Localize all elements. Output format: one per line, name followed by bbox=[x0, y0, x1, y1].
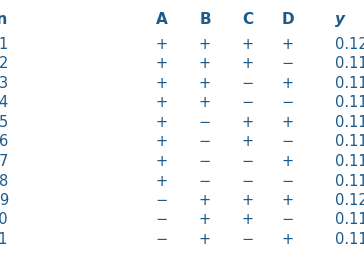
Text: +: + bbox=[199, 213, 211, 227]
Text: C: C bbox=[242, 12, 254, 27]
Text: 6: 6 bbox=[0, 134, 8, 150]
Text: −: − bbox=[282, 57, 294, 71]
Text: −: − bbox=[282, 95, 294, 111]
Text: +: + bbox=[199, 193, 211, 208]
Text: +: + bbox=[282, 232, 294, 247]
Text: −: − bbox=[199, 174, 211, 188]
Text: 1: 1 bbox=[0, 37, 8, 52]
Text: +: + bbox=[156, 174, 168, 188]
Text: −: − bbox=[156, 232, 168, 247]
Text: B: B bbox=[199, 12, 211, 27]
Text: +: + bbox=[282, 154, 294, 169]
Text: 7: 7 bbox=[0, 154, 8, 169]
Text: +: + bbox=[156, 37, 168, 52]
Text: +: + bbox=[156, 154, 168, 169]
Text: 0.1186: 0.1186 bbox=[335, 174, 364, 188]
Text: 11: 11 bbox=[0, 232, 8, 247]
Text: 0.1191: 0.1191 bbox=[335, 154, 364, 169]
Text: +: + bbox=[199, 76, 211, 91]
Text: −: − bbox=[199, 134, 211, 150]
Text: +: + bbox=[156, 115, 168, 130]
Text: −: − bbox=[199, 154, 211, 169]
Text: +: + bbox=[282, 115, 294, 130]
Text: 3: 3 bbox=[0, 76, 8, 91]
Text: 9: 9 bbox=[0, 193, 8, 208]
Text: +: + bbox=[242, 37, 254, 52]
Text: +: + bbox=[156, 76, 168, 91]
Text: 0.1193: 0.1193 bbox=[335, 57, 364, 71]
Text: −: − bbox=[282, 174, 294, 188]
Text: 0.1195: 0.1195 bbox=[335, 213, 364, 227]
Text: 0.12: 0.12 bbox=[335, 37, 364, 52]
Text: 0.1196: 0.1196 bbox=[335, 232, 364, 247]
Text: −: − bbox=[242, 76, 254, 91]
Text: −: − bbox=[242, 232, 254, 247]
Text: −: − bbox=[282, 134, 294, 150]
Text: +: + bbox=[282, 193, 294, 208]
Text: −: − bbox=[242, 154, 254, 169]
Text: +: + bbox=[156, 57, 168, 71]
Text: +: + bbox=[156, 95, 168, 111]
Text: +: + bbox=[282, 76, 294, 91]
Text: +: + bbox=[242, 57, 254, 71]
Text: +: + bbox=[242, 134, 254, 150]
Text: 0.121: 0.121 bbox=[335, 193, 364, 208]
Text: −: − bbox=[199, 115, 211, 130]
Text: 0.1196: 0.1196 bbox=[335, 76, 364, 91]
Text: 2: 2 bbox=[0, 57, 8, 71]
Text: −: − bbox=[156, 193, 168, 208]
Text: −: − bbox=[242, 174, 254, 188]
Text: +: + bbox=[156, 134, 168, 150]
Text: +: + bbox=[199, 57, 211, 71]
Text: +: + bbox=[199, 95, 211, 111]
Text: −: − bbox=[282, 213, 294, 227]
Text: +: + bbox=[242, 193, 254, 208]
Text: y: y bbox=[335, 12, 345, 27]
Text: 4: 4 bbox=[0, 95, 8, 111]
Text: 8: 8 bbox=[0, 174, 8, 188]
Text: +: + bbox=[282, 37, 294, 52]
Text: 10: 10 bbox=[0, 213, 8, 227]
Text: +: + bbox=[199, 232, 211, 247]
Text: +: + bbox=[199, 37, 211, 52]
Text: D: D bbox=[282, 12, 294, 27]
Text: 0.1192: 0.1192 bbox=[335, 95, 364, 111]
Text: 5: 5 bbox=[0, 115, 8, 130]
Text: 0.1186: 0.1186 bbox=[335, 115, 364, 130]
Text: 0.1188: 0.1188 bbox=[335, 134, 364, 150]
Text: +: + bbox=[242, 115, 254, 130]
Text: +: + bbox=[242, 213, 254, 227]
Text: −: − bbox=[242, 95, 254, 111]
Text: A: A bbox=[156, 12, 168, 27]
Text: −: − bbox=[156, 213, 168, 227]
Text: Configuration: Configuration bbox=[0, 12, 8, 27]
